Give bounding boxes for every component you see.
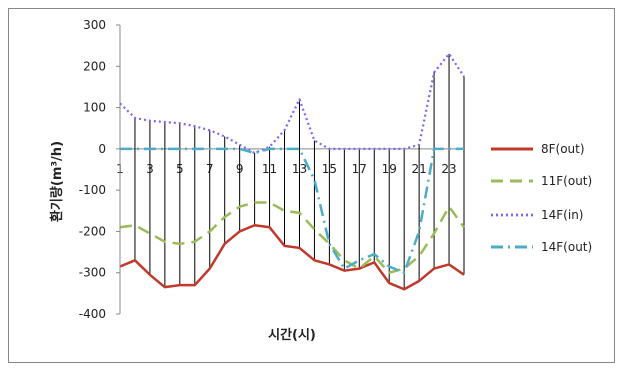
x-axis-title: 시간(시): [268, 327, 316, 343]
series-line-1: [119, 223, 465, 291]
legend: 8F(out) 11F(out) 14F(in) 14F(out): [491, 142, 592, 254]
series-line-3: [119, 52, 465, 155]
series-line-2: [119, 201, 466, 274]
series-lines: [119, 52, 466, 291]
y-tick-label: -200: [79, 224, 106, 238]
legend-label-3: 14F(in): [541, 208, 583, 222]
y-tick-label: 300: [83, 18, 106, 32]
y-tick-label: -100: [79, 183, 106, 197]
y-tick-label: 100: [83, 101, 106, 115]
chart-frame: 300 200 100 0 -100 -200 -300 -400 1357911131517…: [8, 8, 615, 363]
legend-label-4: 14F(out): [541, 240, 592, 254]
drop-lines: [119, 53, 465, 290]
line-chart: 300 200 100 0 -100 -200 -300 -400 1357911131517…: [49, 18, 592, 343]
legend-label-1: 8F(out): [541, 142, 585, 156]
series-line-4: [120, 147, 464, 274]
y-tick-label: -400: [79, 307, 106, 321]
y-axis-title: 환기량(m³/h): [49, 141, 65, 222]
x-axis-ticks: 1357911131517192123: [116, 162, 457, 176]
y-tick-label: 200: [83, 59, 106, 73]
legend-label-2: 11F(out): [541, 174, 592, 188]
y-tick-label: 0: [98, 142, 106, 156]
y-tick-label: -300: [79, 266, 106, 280]
y-axis-ticks: 300 200 100 0 -100 -200 -300 -400: [79, 18, 464, 321]
